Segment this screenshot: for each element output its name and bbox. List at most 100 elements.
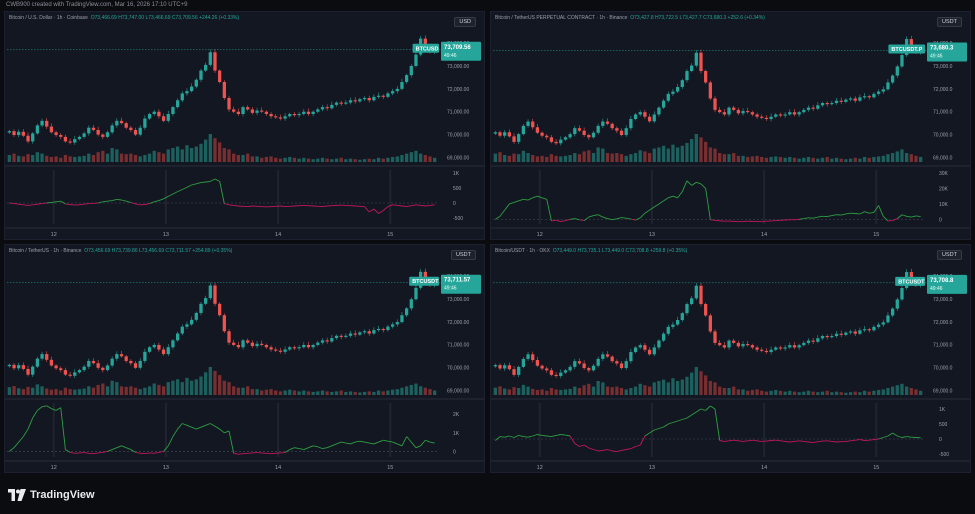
price-axis-label: 70,000.0: [933, 133, 953, 139]
osc-line-segment: [887, 432, 893, 437]
symbol-tag: BTCUSDT: [898, 279, 925, 285]
volume-bar: [647, 386, 652, 395]
osc-line-segment: [668, 195, 674, 199]
volume-bar: [12, 386, 16, 395]
candle-body: [872, 93, 876, 98]
volume-bar: [615, 153, 619, 162]
candle-body: [718, 342, 722, 346]
chart-panel-1[interactable]: Bitcoin / U.S. Dollar · 1h · Coinbase O7…: [4, 11, 485, 240]
volume-bar: [330, 391, 334, 395]
chart-panel-2[interactable]: Bitcoin / TetherUS PERPETUAL CONTRACT · …: [490, 11, 971, 240]
volume-bar: [573, 153, 577, 162]
volume-bar: [227, 382, 231, 395]
volume-bar: [769, 390, 773, 395]
volume-bar: [657, 381, 661, 395]
candle-body: [199, 70, 203, 80]
osc-line-segment: [411, 204, 417, 207]
volume-bar: [362, 391, 367, 395]
currency-badge[interactable]: USDT: [451, 250, 476, 260]
osc-line-segment: [602, 216, 608, 220]
volume-bar: [204, 139, 208, 162]
price-tag: 73,708.8: [930, 278, 954, 284]
candle-body: [596, 358, 600, 366]
candle-body: [876, 324, 881, 327]
volume-bar: [755, 155, 759, 162]
volume-bar: [545, 156, 549, 162]
candle-body: [110, 358, 114, 366]
candle-body: [820, 103, 825, 106]
osc-line-segment: [322, 205, 328, 208]
volume-bar: [834, 391, 839, 395]
candle-body: [283, 349, 287, 352]
volume-bar: [797, 392, 801, 395]
volume-bar: [844, 392, 848, 395]
candle-body: [264, 111, 269, 114]
osc-line-segment: [649, 429, 655, 434]
osc-line-segment: [742, 440, 748, 442]
currency-badge[interactable]: USDT: [937, 17, 962, 27]
candle-body: [736, 109, 741, 114]
candle-body: [414, 54, 418, 66]
osc-line-segment: [425, 439, 431, 443]
currency-badge[interactable]: USDT: [937, 250, 962, 260]
volume-bar: [227, 149, 231, 162]
chart-panel-4[interactable]: Bitcoin/USDT · 1h · OKX O73,449.0 H73,73…: [490, 244, 971, 473]
osc-line-segment: [719, 440, 725, 442]
osc-line-segment: [18, 203, 24, 206]
volume-bar: [367, 158, 371, 162]
osc-line-segment: [364, 441, 370, 444]
volume-bar: [811, 391, 815, 395]
volume-bar: [96, 384, 100, 395]
osc-line-segment: [499, 209, 506, 217]
candle-body: [302, 111, 306, 114]
candle-body: [690, 65, 694, 72]
price-axis-label: 70,000.00: [447, 133, 469, 139]
volume-bar: [283, 390, 287, 395]
candle-body: [708, 315, 712, 332]
osc-line-segment: [644, 209, 650, 214]
candle-body: [362, 98, 367, 100]
osc-line-segment: [397, 204, 403, 207]
volume-bar: [372, 159, 376, 162]
x-axis-label: 13: [163, 232, 169, 238]
volume-bar: [124, 386, 128, 395]
osc-line-segment: [23, 204, 29, 206]
candle-body: [115, 120, 119, 126]
volume-bar: [292, 390, 297, 395]
candle-body: [820, 336, 825, 339]
volume-bar: [713, 382, 717, 395]
volume-bar: [87, 153, 91, 162]
candle-body: [31, 366, 35, 375]
volume-bar: [675, 381, 680, 395]
volume-bar: [820, 157, 825, 162]
osc-axis-label: 1K: [453, 171, 460, 177]
countdown-tag: 49:46: [444, 286, 457, 292]
volume-bar: [704, 141, 708, 162]
candle-body: [582, 363, 586, 369]
osc-line-segment: [130, 201, 136, 205]
x-axis-label: 14: [275, 232, 281, 238]
volume-bar: [708, 381, 712, 395]
osc-line-segment: [303, 447, 309, 450]
currency-badge[interactable]: USD: [454, 17, 476, 27]
osc-line-segment: [163, 195, 169, 200]
tradingview-logo[interactable]: TradingView: [8, 489, 95, 501]
volume-bar: [750, 156, 755, 162]
volume-bar: [7, 155, 11, 162]
volume-bar: [362, 159, 367, 162]
chart-panel-3[interactable]: Bitcoin / TetherUS · 1h · Binance O73,45…: [4, 244, 485, 473]
volume-bar: [423, 155, 427, 162]
osc-line-segment: [710, 219, 716, 221]
osc-line-segment: [621, 217, 627, 219]
candle-body: [629, 352, 633, 362]
candle-body: [839, 333, 843, 335]
osc-line-segment: [672, 420, 678, 423]
candle-body: [87, 127, 91, 134]
osc-line-segment: [827, 440, 832, 442]
price-axis-label: 71,000.0: [933, 110, 953, 116]
volume-bar: [872, 390, 876, 395]
volume-bar: [87, 386, 91, 395]
volume-bar: [124, 154, 128, 162]
osc-axis-label: 500: [939, 422, 948, 428]
osc-line-segment: [551, 219, 557, 222]
